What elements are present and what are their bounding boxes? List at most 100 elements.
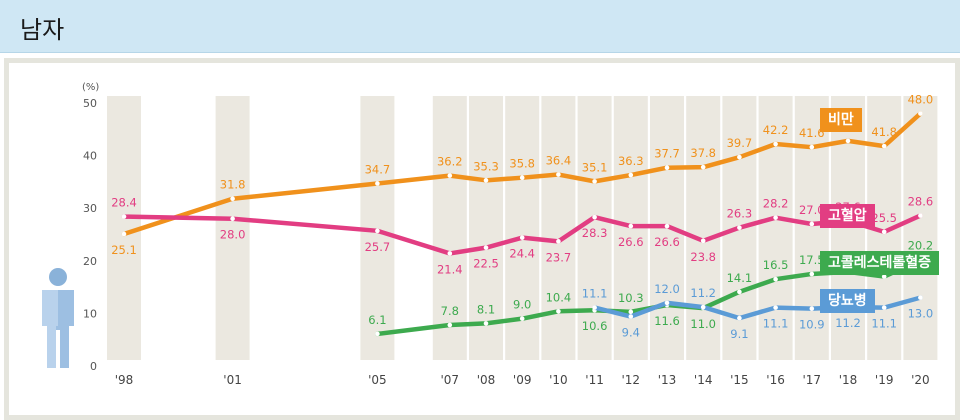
year-band — [469, 96, 503, 360]
data-point — [628, 309, 634, 315]
data-label: 17.5 — [799, 253, 825, 267]
data-label: 42.2 — [763, 123, 789, 137]
data-label: 35.1 — [582, 160, 608, 174]
year-band — [432, 96, 467, 360]
year-band — [686, 96, 721, 360]
y-tick-label: 10 — [83, 307, 97, 320]
male-person-icon — [42, 268, 74, 368]
data-label: 22.5 — [473, 257, 499, 271]
data-point — [918, 111, 923, 116]
data-label: 37.7 — [654, 147, 680, 161]
data-point — [519, 175, 525, 180]
y-tick-label: 20 — [83, 255, 97, 268]
data-point — [773, 276, 778, 282]
data-label: 37.8 — [690, 146, 716, 160]
data-label: 14.1 — [727, 271, 753, 285]
data-point — [121, 231, 127, 237]
data-point — [375, 228, 380, 234]
data-point — [881, 229, 887, 235]
data-labels: 25.1 31.8 34.7 36.2 35.3 35.8 36.4 35.1 36.3 37.7… — [111, 93, 933, 342]
data-label: 39.7 — [727, 136, 753, 150]
year-band — [215, 96, 250, 360]
y-axis-label: (%) — [82, 82, 99, 93]
data-label: 34.7 — [365, 162, 391, 176]
data-point — [918, 295, 923, 300]
page-header: 남자 — [0, 0, 960, 53]
data-point — [700, 304, 706, 310]
data-label: 7.8 — [441, 304, 459, 318]
data-label: 41.8 — [871, 125, 897, 139]
data-label: 9.0 — [513, 298, 531, 312]
data-point — [773, 215, 778, 220]
year-band — [903, 96, 938, 360]
data-point — [519, 316, 525, 321]
data-label: 11.1 — [871, 317, 897, 331]
data-label: 26.6 — [654, 235, 680, 249]
data-point — [881, 305, 887, 310]
x-axis: '98 '01 '05 '07 '08 '09 '10 '11 '12 '13 '14 '15 '16 '… — [115, 373, 930, 387]
data-point — [881, 143, 887, 149]
data-point — [809, 221, 815, 227]
data-label: 8.1 — [477, 302, 495, 316]
data-label: 11.1 — [763, 317, 789, 331]
data-label: 9.4 — [622, 326, 640, 340]
data-label: 11.2 — [690, 286, 716, 300]
data-label: 25.1 — [111, 243, 137, 257]
x-tick-label: '10 — [549, 373, 568, 387]
year-bands — [107, 96, 938, 360]
year-band — [541, 96, 576, 360]
data-point — [700, 238, 706, 244]
legend-obesity: 비만 — [820, 108, 862, 132]
data-point — [809, 306, 815, 311]
data-label: 28.4 — [111, 196, 137, 210]
data-point — [375, 181, 380, 186]
x-tick-label: '08 — [477, 373, 496, 387]
data-point — [809, 144, 815, 150]
data-point — [592, 305, 597, 310]
x-tick-label: '18 — [839, 373, 858, 387]
data-point — [737, 289, 742, 295]
data-point — [845, 138, 851, 144]
data-label: 26.3 — [727, 207, 753, 221]
data-point — [918, 213, 923, 218]
data-point — [483, 178, 489, 183]
data-label: 12.0 — [654, 282, 680, 296]
data-label: 35.3 — [473, 159, 499, 173]
data-label: 28.0 — [220, 228, 246, 242]
data-label: 36.4 — [546, 154, 572, 168]
x-tick-label: '01 — [223, 373, 242, 387]
data-label: 11.2 — [835, 316, 861, 330]
data-label: 26.6 — [618, 235, 644, 249]
legend-hypercholesterolemia: 고콜레스테롤혈증 — [820, 251, 940, 275]
data-label: 10.3 — [618, 291, 644, 305]
x-tick-label: '16 — [766, 373, 785, 387]
year-band — [758, 96, 793, 360]
y-tick-label: 40 — [83, 150, 97, 163]
x-tick-label: '11 — [585, 373, 604, 387]
year-band — [577, 96, 612, 360]
data-point — [628, 172, 634, 178]
data-point — [700, 164, 706, 170]
data-label: 9.1 — [730, 327, 748, 341]
x-tick-label: '13 — [658, 373, 677, 387]
page-title: 남자 — [20, 16, 65, 44]
data-point — [483, 321, 489, 326]
data-point — [664, 223, 670, 229]
data-label: 10.6 — [582, 319, 608, 333]
data-label: 6.1 — [368, 313, 386, 327]
y-tick-label: 50 — [83, 97, 97, 110]
y-tick-label: 30 — [83, 202, 97, 215]
data-label: 24.4 — [509, 247, 535, 261]
data-label: 31.8 — [220, 178, 246, 192]
data-point — [773, 141, 778, 147]
data-label: 48.0 — [908, 93, 934, 107]
data-label: 11.0 — [690, 317, 716, 331]
data-point — [881, 274, 887, 279]
data-label: 36.3 — [618, 154, 644, 168]
data-point — [664, 165, 670, 170]
legend-hypertension: 고혈압 — [820, 204, 875, 228]
data-label: 10.4 — [546, 290, 572, 304]
data-point — [592, 179, 597, 184]
x-tick-label: '15 — [730, 373, 749, 387]
